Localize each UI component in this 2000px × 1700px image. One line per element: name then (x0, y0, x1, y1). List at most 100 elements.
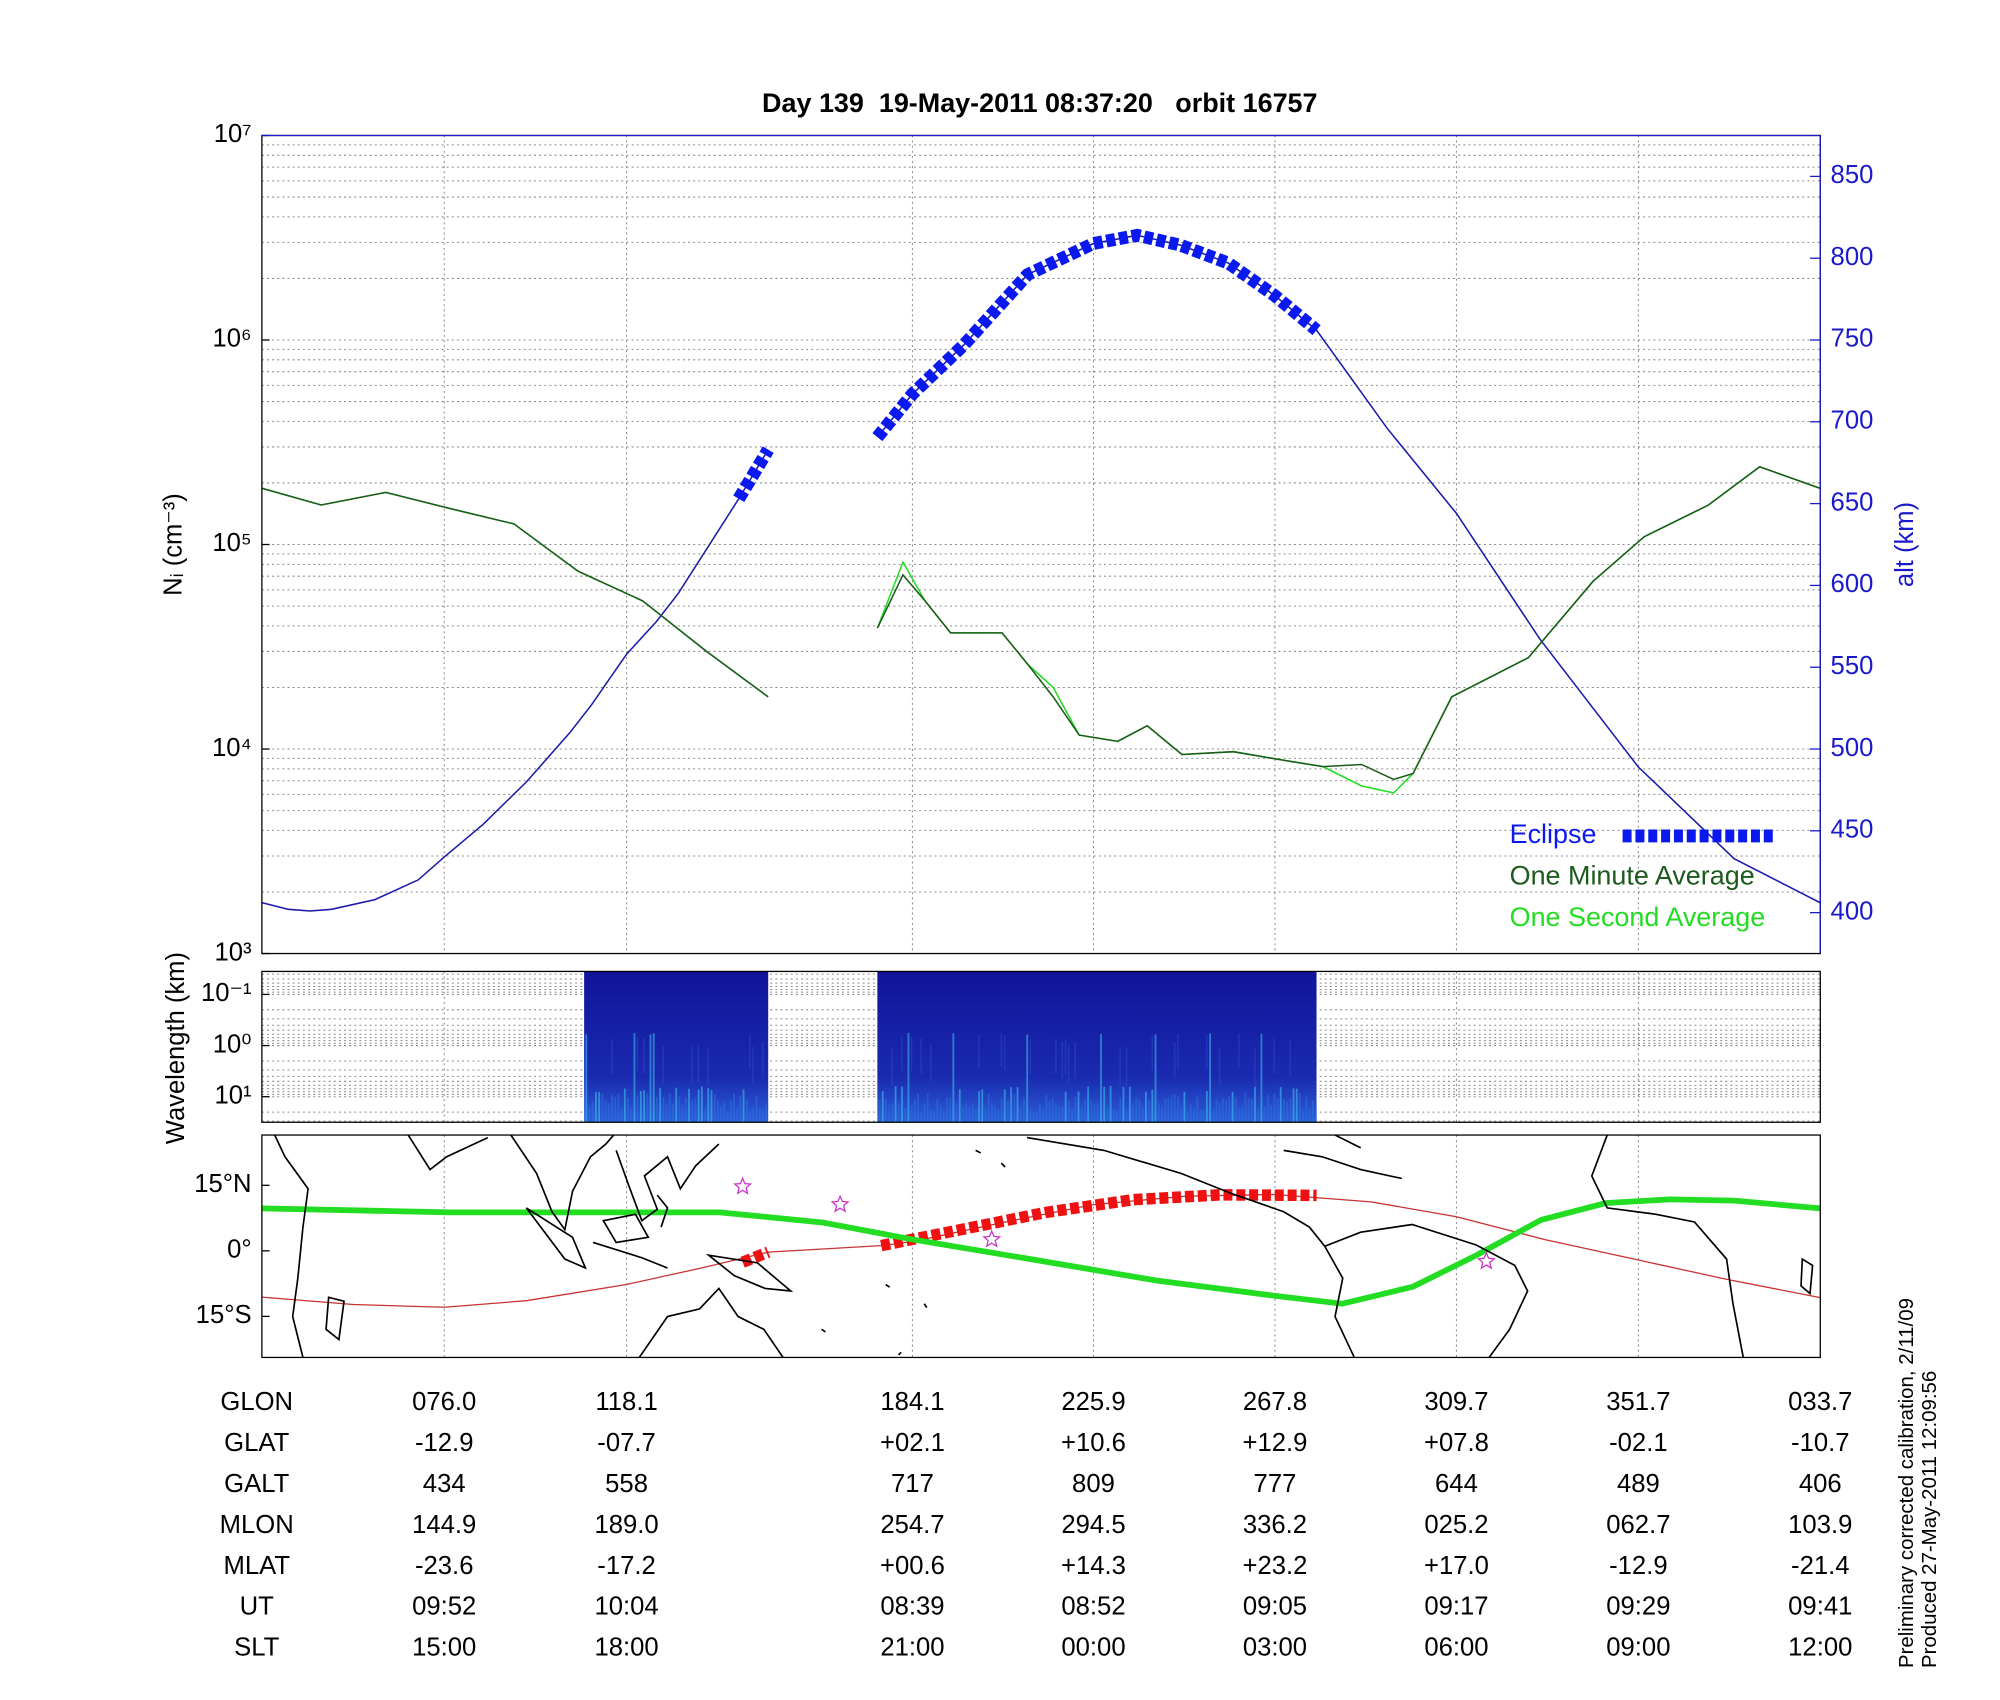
spectrogram-texture (1289, 1040, 1291, 1076)
table-cell: 10:04 (594, 1593, 658, 1621)
track-line (261, 1196, 1821, 1307)
table-cell: 351.7 (1606, 1388, 1670, 1416)
table-cell: 09:41 (1788, 1593, 1852, 1621)
spectrogram-texture (1145, 1091, 1147, 1123)
spectrogram-texture (949, 1097, 952, 1123)
table-cell: -12.9 (1609, 1552, 1668, 1580)
spectrogram-texture (1151, 1089, 1154, 1123)
spectrogram-texture (623, 1088, 626, 1123)
spectrogram-texture (1202, 1109, 1205, 1123)
spectrogram-texture (1055, 1038, 1057, 1074)
spectrogram-texture (1308, 1107, 1311, 1123)
spectrogram-texture (1228, 1095, 1231, 1123)
spectrogram-texture (726, 1111, 729, 1123)
spectrogram-texture (758, 1107, 761, 1123)
table-cell: 062.7 (1606, 1511, 1670, 1539)
legend-label: One Second Average (1510, 902, 1766, 932)
spectrogram-texture (1090, 1100, 1093, 1123)
spectrogram-texture (1016, 1087, 1019, 1123)
row-label: MLON (220, 1511, 294, 1539)
spectrogram-texture (672, 1104, 674, 1123)
table-cell: 644 (1435, 1470, 1478, 1498)
spectrogram-texture (1039, 1104, 1041, 1123)
spectrogram-texture (1234, 1097, 1237, 1123)
spectrogram-texture (965, 1103, 968, 1123)
spectrogram-texture (601, 1093, 604, 1123)
table-cell: 025.2 (1424, 1511, 1488, 1539)
spectrogram-texture (881, 1091, 884, 1123)
y2-tick-label: 700 (1831, 407, 1874, 435)
y2-tick-label: 450 (1831, 816, 1874, 844)
table-cell: +07.8 (1424, 1429, 1489, 1457)
y-tick-label: 10⁵ (212, 529, 251, 557)
spectrogram-texture (910, 1036, 913, 1071)
y-tick-label: 15°S (196, 1301, 252, 1329)
spectrogram-texture (955, 1103, 958, 1123)
table-cell: 267.8 (1243, 1388, 1307, 1416)
chart-title: Day 139 19-May-2011 08:37:20 orbit 16757 (762, 88, 1317, 118)
y2-tick-label: 750 (1831, 325, 1874, 353)
spectrogram-texture (1032, 1111, 1035, 1123)
spectrogram-texture (752, 1107, 755, 1123)
spectrogram-texture (894, 1086, 897, 1123)
data-line (262, 465, 1821, 781)
spectrogram-texture (1315, 1109, 1317, 1123)
spectrogram-texture (907, 1032, 910, 1123)
table-cell: 144.9 (412, 1511, 476, 1539)
spectrogram-texture (1026, 1034, 1029, 1123)
note: Produced 27-May-2011 12:09:56 (1918, 1371, 1941, 1668)
spectrogram-texture (1177, 1096, 1179, 1123)
spectrogram-texture (1058, 1106, 1061, 1123)
spectrogram-texture (926, 1093, 929, 1123)
spectrogram-texture (1218, 1047, 1221, 1087)
spectrogram-texture (585, 1034, 588, 1123)
spectrogram-texture (697, 1089, 700, 1123)
y-tick-label: 10⁶ (212, 325, 251, 353)
spectrogram-texture (1218, 1102, 1221, 1123)
spectrogram-texture (649, 1034, 652, 1123)
spectrogram-texture (917, 1094, 919, 1123)
star-marker (733, 1176, 753, 1195)
legend-label: One Minute Average (1510, 861, 1755, 891)
table-cell: 103.9 (1788, 1511, 1852, 1539)
spectrogram-texture (604, 1101, 607, 1123)
spectrogram-texture (630, 1107, 633, 1123)
spectrogram-texture (1029, 1109, 1032, 1123)
spectrogram-texture (707, 1088, 710, 1123)
spectrogram-texture (688, 1088, 690, 1123)
table-cell: 15:00 (412, 1634, 476, 1662)
spectrogram-texture (958, 1089, 961, 1123)
spectrogram-texture (1167, 1097, 1170, 1123)
spectrogram-texture (897, 1102, 900, 1123)
coastline (1324, 1223, 1529, 1358)
spectrogram-texture (1311, 1100, 1314, 1123)
spectrogram-texture (1283, 1098, 1285, 1123)
spectrogram-texture (1286, 1101, 1289, 1123)
spectrogram-texture (978, 1091, 980, 1123)
spectrogram-texture (643, 1090, 645, 1123)
spectrogram-texture (1186, 1111, 1189, 1123)
spectrogram-texture (710, 1090, 713, 1123)
spectrogram-texture (745, 1099, 748, 1123)
spectrogram-texture (1231, 1091, 1234, 1123)
spectrogram-texture (1080, 1107, 1083, 1123)
y-tick-label: 0° (227, 1236, 252, 1264)
spectrogram-texture (978, 1034, 980, 1069)
y-tick-label: 10⁻¹ (201, 979, 252, 1007)
spectrogram-texture (942, 1109, 945, 1123)
spectrogram-texture (636, 1037, 639, 1073)
spectrogram-texture (736, 1108, 739, 1123)
spectrogram-texture (1177, 1034, 1179, 1069)
spectrogram-texture (1135, 1097, 1138, 1123)
table-cell: +12.9 (1242, 1429, 1307, 1457)
spectrogram-texture (1161, 1105, 1163, 1123)
spectrogram-texture (1116, 1111, 1118, 1123)
y2-tick-label: 850 (1831, 161, 1874, 189)
y2-tick-label: 400 (1831, 897, 1874, 925)
spectrogram-texture (668, 1093, 671, 1123)
coastline (325, 1296, 345, 1342)
y-axis-label: Nᵢ (cm⁻³) (159, 493, 187, 596)
spectrogram-texture (1125, 1110, 1128, 1123)
spectrogram-texture (749, 1110, 751, 1123)
